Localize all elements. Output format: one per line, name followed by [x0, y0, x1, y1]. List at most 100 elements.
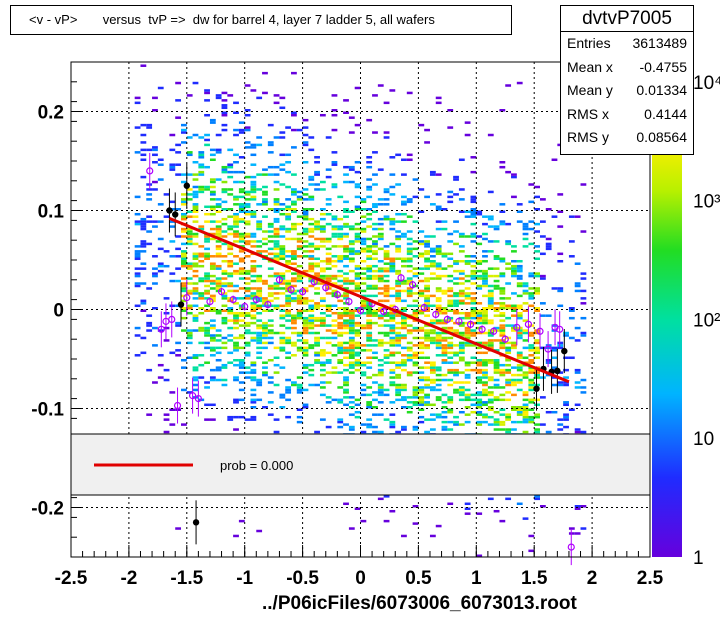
heatmap-cell	[464, 316, 471, 320]
heatmap-cell	[152, 146, 158, 149]
heatmap-cell	[343, 368, 349, 372]
heatmap-cell	[256, 240, 263, 243]
heatmap-cell	[429, 259, 436, 263]
heatmap-cell	[238, 235, 245, 238]
profile-marker	[157, 325, 165, 333]
heatmap-cell	[256, 319, 263, 322]
heatmap-cell	[447, 344, 454, 347]
heatmap-cell	[453, 277, 459, 280]
heatmap-cell	[360, 250, 367, 253]
heatmap-cell	[534, 356, 540, 360]
heatmap-cell	[291, 71, 297, 75]
heatmap-cell	[366, 245, 373, 248]
heatmap-cell	[568, 532, 575, 535]
heatmap-cell	[505, 363, 512, 367]
heatmap-cell	[238, 324, 245, 327]
heatmap-cell	[377, 227, 384, 231]
heatmap-cell	[528, 183, 535, 186]
heatmap-cell	[238, 363, 245, 367]
heatmap-cell	[233, 220, 239, 223]
heatmap-cell	[348, 165, 355, 169]
heatmap-cell	[360, 373, 367, 377]
heatmap-cell	[204, 143, 210, 147]
heatmap-cell	[516, 311, 523, 315]
heatmap-cell	[157, 220, 164, 223]
heatmap-cell	[458, 294, 465, 298]
heatmap-cell	[181, 257, 187, 261]
heatmap-cell	[319, 386, 326, 389]
heatmap-cell	[499, 344, 506, 347]
heatmap-cell	[418, 240, 425, 243]
heatmap-cell	[250, 401, 257, 404]
heatmap-cell	[545, 242, 552, 246]
heatmap-cell	[146, 215, 153, 218]
heatmap-cell	[175, 324, 182, 327]
heatmap-cell	[418, 123, 425, 127]
heatmap-cell	[181, 123, 187, 127]
heatmap-cell	[221, 304, 228, 308]
heatmap-cell	[377, 168, 384, 171]
heatmap-cell	[215, 96, 222, 100]
heatmap-cell	[464, 287, 471, 290]
heatmap-cell	[366, 208, 373, 211]
heatmap-cell	[267, 141, 274, 144]
heatmap-cell	[331, 324, 338, 327]
heatmap-cell	[343, 287, 349, 290]
heatmap-cell	[406, 257, 413, 261]
heatmap-cell	[493, 423, 500, 426]
heatmap-cell	[209, 334, 216, 337]
heatmap-cell	[377, 344, 384, 347]
heatmap-cell	[279, 247, 286, 251]
heatmap-cell	[482, 420, 488, 424]
heatmap-cell	[308, 307, 315, 310]
heatmap-cell	[534, 245, 540, 248]
heatmap-cell	[522, 371, 529, 374]
heatmap-cell	[464, 279, 471, 283]
heatmap-cell	[169, 133, 176, 137]
heatmap-cell	[354, 183, 361, 186]
heatmap-cell	[296, 311, 303, 315]
heatmap-cell	[343, 324, 349, 327]
heatmap-cell	[389, 269, 396, 273]
heatmap-cell	[522, 517, 529, 520]
heatmap-cell	[343, 165, 349, 169]
heatmap-cell	[366, 156, 373, 159]
heatmap-cell	[273, 284, 280, 288]
heatmap-cell	[453, 304, 459, 308]
heatmap-cell	[175, 341, 182, 345]
heatmap-cell	[192, 215, 199, 218]
heatmap-cell	[429, 388, 436, 392]
heatmap-cell	[389, 329, 396, 332]
heatmap-cell	[279, 406, 286, 409]
heatmap-cell	[291, 262, 297, 265]
heatmap-cell	[250, 378, 257, 382]
heatmap-cell	[395, 351, 402, 355]
heatmap-cell	[244, 255, 251, 258]
heatmap-cell	[412, 522, 419, 525]
heatmap-cell	[319, 324, 326, 327]
heatmap-cell	[262, 336, 268, 340]
heatmap-cell	[215, 309, 222, 312]
heatmap-cell	[487, 274, 494, 278]
heatmap-cell	[314, 247, 320, 251]
heatmap-cell	[227, 418, 234, 421]
heatmap-cell	[435, 193, 442, 196]
heatmap-cell	[152, 274, 158, 278]
heatmap-cell	[325, 279, 332, 283]
heatmap-cell	[424, 331, 430, 335]
colorbar-label: 10⁴	[693, 73, 720, 94]
heatmap-cell	[325, 292, 332, 295]
heatmap-cell	[418, 242, 425, 246]
heatmap-cell	[209, 319, 216, 322]
heatmap-cell	[476, 259, 483, 263]
heatmap-cell	[314, 430, 320, 434]
heatmap-cell	[511, 304, 517, 308]
heatmap-cell	[233, 284, 239, 288]
heatmap-cell	[389, 371, 396, 374]
heatmap-cell	[250, 89, 257, 92]
heatmap-cell	[406, 198, 413, 201]
heatmap-cell	[192, 292, 199, 295]
heatmap-cell	[383, 294, 390, 298]
heatmap-cell	[343, 292, 349, 295]
heatmap-cell	[302, 118, 309, 122]
